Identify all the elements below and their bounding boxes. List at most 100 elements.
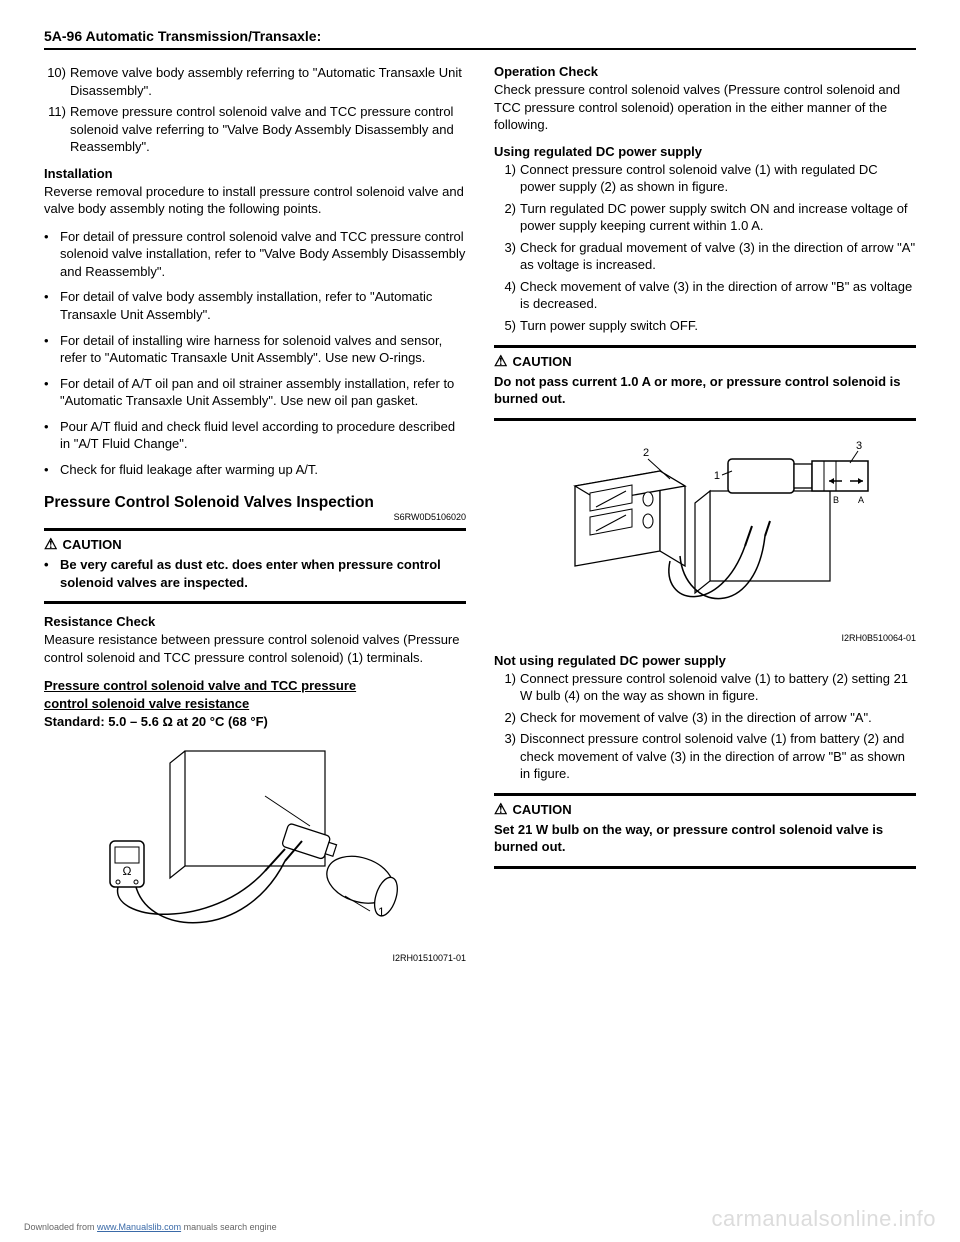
list-item: 4)Check movement of valve (3) in the dir…	[494, 278, 916, 313]
step-number: 11)	[44, 103, 70, 156]
list-item: 5)Turn power supply switch OFF.	[494, 317, 916, 335]
caution-body: •Be very careful as dust etc. does enter…	[44, 556, 466, 591]
warning-icon: ⚠	[494, 802, 507, 817]
step-text: Turn regulated DC power supply switch ON…	[520, 200, 916, 235]
bullet-icon: •	[44, 332, 60, 367]
svg-text:1: 1	[378, 905, 385, 919]
step-number: 2)	[494, 200, 520, 235]
step-number: 3)	[494, 730, 520, 783]
not-regulated-heading: Not using regulated DC power supply	[494, 653, 916, 668]
step-number: 4)	[494, 278, 520, 313]
caution-body: Do not pass current 1.0 A or more, or pr…	[494, 373, 916, 408]
caution-text: CAUTION	[62, 537, 121, 552]
installation-bullets: •For detail of pressure control solenoid…	[44, 228, 466, 479]
resistance-para: Measure resistance between pressure cont…	[44, 631, 466, 666]
step-number: 1)	[494, 670, 520, 705]
page-header: 5A-96 Automatic Transmission/Transaxle:	[44, 28, 916, 50]
svg-text:3: 3	[856, 440, 862, 452]
regulated-heading: Using regulated DC power supply	[494, 144, 916, 159]
step-text: Disconnect pressure control solenoid val…	[520, 730, 916, 783]
caution-body: Set 21 W bulb on the way, or pressure co…	[494, 821, 916, 856]
list-item: 1)Connect pressure control solenoid valv…	[494, 161, 916, 196]
step-number: 10)	[44, 64, 70, 99]
step-text: Connect pressure control solenoid valve …	[520, 161, 916, 196]
step-number: 5)	[494, 317, 520, 335]
reference-code: S6RW0D5106020	[44, 512, 466, 522]
list-item: 3)Check for gradual movement of valve (3…	[494, 239, 916, 274]
bullet-text: Check for fluid leakage after warming up…	[60, 461, 466, 479]
step-text: Turn power supply switch OFF.	[520, 317, 916, 335]
bullet-icon: •	[44, 418, 60, 453]
footer-tail: manuals search engine	[181, 1222, 277, 1232]
list-item: 10) Remove valve body assembly referring…	[44, 64, 466, 99]
caution-text: CAUTION	[512, 802, 571, 817]
page-footer: Downloaded from www.Manualslib.com manua…	[24, 1206, 936, 1232]
list-item: 3)Disconnect pressure control solenoid v…	[494, 730, 916, 783]
bullet-icon: •	[44, 288, 60, 323]
list-item: 11) Remove pressure control solenoid val…	[44, 103, 466, 156]
fig2-svg: B A 2 1 3	[520, 431, 890, 631]
content-columns: 10) Remove valve body assembly referring…	[44, 64, 916, 973]
step-text: Remove valve body assembly referring to …	[70, 64, 466, 99]
figure-2-code: I2RH0B510064-01	[494, 633, 916, 643]
installation-para: Reverse removal procedure to install pre…	[44, 183, 466, 218]
spec-underline-2: control solenoid valve resistance	[44, 696, 249, 711]
caution-box: ⚠ CAUTION •Be very careful as dust etc. …	[44, 528, 466, 604]
caution-item: Be very careful as dust etc. does enter …	[60, 556, 466, 591]
bullet-text: For detail of valve body assembly instal…	[60, 288, 466, 323]
caution-label: ⚠ CAUTION	[44, 537, 466, 552]
step-number: 3)	[494, 239, 520, 274]
footer-link[interactable]: www.Manualslib.com	[97, 1222, 181, 1232]
spec-underline-1: Pressure control solenoid valve and TCC …	[44, 678, 356, 693]
figure-1: Ω 1	[44, 741, 466, 963]
warning-icon: ⚠	[44, 537, 57, 552]
list-item: •For detail of installing wire harness f…	[44, 332, 466, 367]
not-regulated-steps: 1)Connect pressure control solenoid valv…	[494, 670, 916, 783]
list-item: •Pour A/T fluid and check fluid level ac…	[44, 418, 466, 453]
svg-text:B: B	[833, 495, 839, 505]
left-column: 10) Remove valve body assembly referring…	[44, 64, 466, 973]
warning-icon: ⚠	[494, 354, 507, 369]
step-text: Check for gradual movement of valve (3) …	[520, 239, 916, 274]
list-item: •Check for fluid leakage after warming u…	[44, 461, 466, 479]
step-text: Check for movement of valve (3) in the d…	[520, 709, 916, 727]
spec-block: Pressure control solenoid valve and TCC …	[44, 677, 466, 731]
removal-steps: 10) Remove valve body assembly referring…	[44, 64, 466, 156]
list-item: 1)Connect pressure control solenoid valv…	[494, 670, 916, 705]
step-text: Remove pressure control solenoid valve a…	[70, 103, 466, 156]
footer-dl: Downloaded from	[24, 1222, 97, 1232]
footer-attribution: Downloaded from www.Manualslib.com manua…	[24, 1222, 277, 1232]
bullet-icon: •	[44, 375, 60, 410]
svg-text:Ω: Ω	[123, 864, 132, 878]
right-column: Operation Check Check pressure control s…	[494, 64, 916, 973]
inspection-heading: Pressure Control Solenoid Valves Inspect…	[44, 494, 466, 512]
bullet-icon: •	[44, 461, 60, 479]
caution-label: ⚠ CAUTION	[494, 802, 916, 817]
fig1-svg: Ω 1	[90, 741, 420, 951]
svg-text:A: A	[858, 495, 864, 505]
installation-heading: Installation	[44, 166, 466, 181]
list-item: 2)Turn regulated DC power supply switch …	[494, 200, 916, 235]
operation-para: Check pressure control solenoid valves (…	[494, 81, 916, 134]
list-item: 2)Check for movement of valve (3) in the…	[494, 709, 916, 727]
step-number: 2)	[494, 709, 520, 727]
caution-label: ⚠ CAUTION	[494, 354, 916, 369]
list-item: •For detail of valve body assembly insta…	[44, 288, 466, 323]
bullet-text: Pour A/T fluid and check fluid level acc…	[60, 418, 466, 453]
step-number: 1)	[494, 161, 520, 196]
spec-value: Standard: 5.0 – 5.6 Ω at 20 °C (68 °F)	[44, 714, 268, 729]
bullet-text: For detail of A/T oil pan and oil strain…	[60, 375, 466, 410]
resistance-heading: Resistance Check	[44, 614, 466, 629]
svg-text:2: 2	[643, 447, 649, 459]
caution-text: CAUTION	[512, 354, 571, 369]
step-text: Connect pressure control solenoid valve …	[520, 670, 916, 705]
svg-text:1: 1	[714, 470, 720, 482]
regulated-steps: 1)Connect pressure control solenoid valv…	[494, 161, 916, 335]
bullet-icon: •	[44, 556, 60, 591]
step-text: Check movement of valve (3) in the direc…	[520, 278, 916, 313]
operation-heading: Operation Check	[494, 64, 916, 79]
list-item: •For detail of pressure control solenoid…	[44, 228, 466, 281]
bullet-icon: •	[44, 228, 60, 281]
watermark: carmanualsonline.info	[711, 1206, 936, 1232]
figure-2: B A 2 1 3 I2RH0B510064-01	[494, 431, 916, 643]
